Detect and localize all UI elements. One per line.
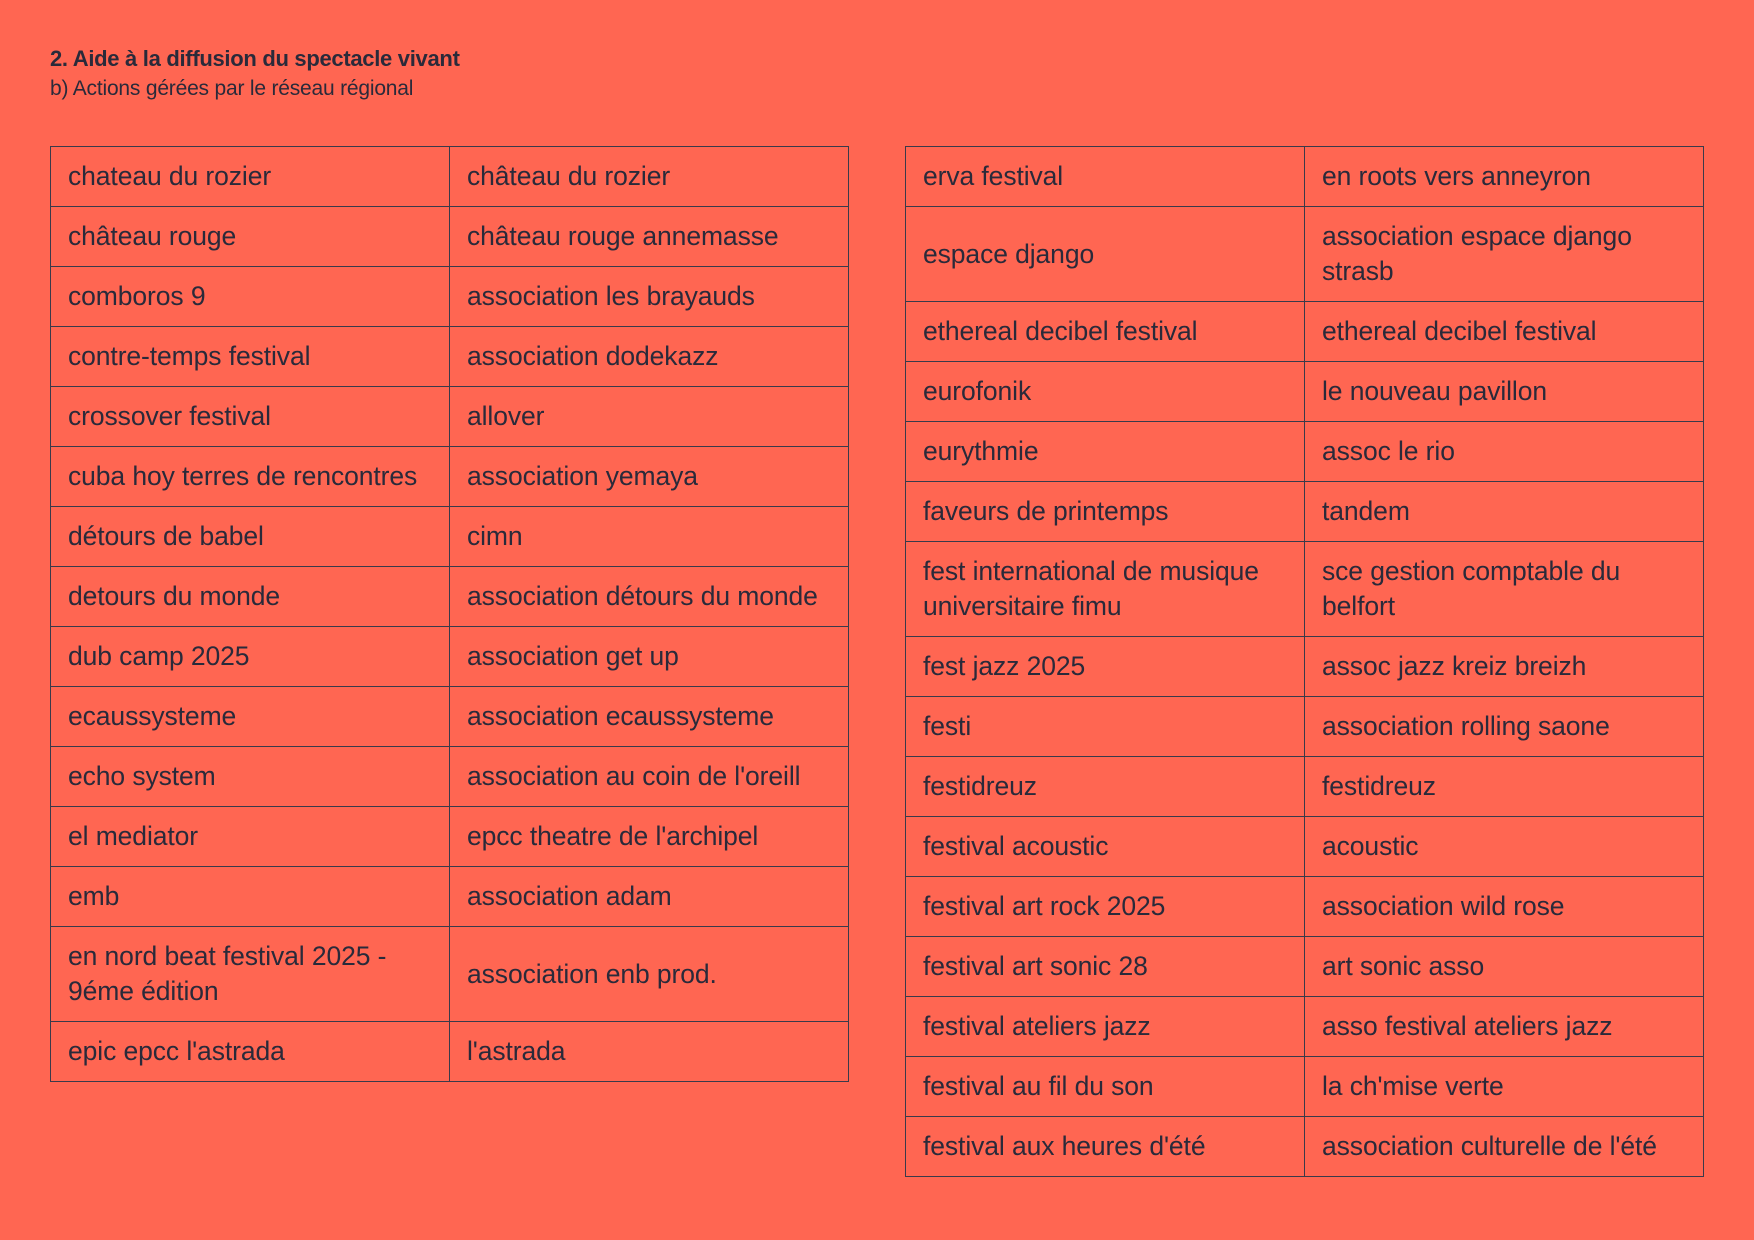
organisation-cell: château du rozier — [449, 146, 849, 207]
table-row: festival aux heures d'été association cul… — [905, 1116, 1704, 1177]
table-row: fest jazz 2025 assoc jazz kreiz breizh — [905, 636, 1704, 697]
beneficiaries-table-left: chateau du rozier château du rozier châte… — [50, 146, 849, 1082]
event-cell: en nord beat festival 2025 - 9éme éditio… — [50, 926, 450, 1022]
event-cell: festival aux heures d'été — [905, 1116, 1305, 1177]
organisation-cell: association wild rose — [1304, 876, 1704, 937]
table-row: crossover festival allover — [50, 386, 849, 447]
table-row: eurythmie assoc le rio — [905, 421, 1704, 482]
event-cell: cuba hoy terres de rencontres — [50, 446, 450, 507]
event-cell: ethereal decibel festival — [905, 301, 1305, 362]
table-row: epic epcc l'astrada l'astrada — [50, 1021, 849, 1082]
table-row: emb association adam — [50, 866, 849, 927]
event-cell: détours de babel — [50, 506, 450, 567]
organisation-cell: association get up — [449, 626, 849, 687]
table-row: comboros 9 association les brayauds — [50, 266, 849, 327]
beneficiaries-table-right: erva festival en roots vers anneyron espa… — [905, 146, 1704, 1177]
organisation-cell: château rouge annemasse — [449, 206, 849, 267]
event-cell: chateau du rozier — [50, 146, 450, 207]
table-row: el mediator epcc theatre de l'archipel — [50, 806, 849, 867]
event-cell: espace django — [905, 206, 1305, 302]
event-cell: festival ateliers jazz — [905, 996, 1305, 1057]
organisation-cell: sce gestion comptable du belfort — [1304, 541, 1704, 637]
event-cell: comboros 9 — [50, 266, 450, 327]
organisation-cell: en roots vers anneyron — [1304, 146, 1704, 207]
table-row: château rouge château rouge annemasse — [50, 206, 849, 267]
event-cell: festival art sonic 28 — [905, 936, 1305, 997]
table-row: festidreuz festidreuz — [905, 756, 1704, 817]
organisation-cell: cimn — [449, 506, 849, 567]
organisation-cell: association ecaussysteme — [449, 686, 849, 747]
organisation-cell: le nouveau pavillon — [1304, 361, 1704, 422]
organisation-cell: association enb prod. — [449, 926, 849, 1022]
organisation-cell: tandem — [1304, 481, 1704, 542]
event-cell: fest jazz 2025 — [905, 636, 1305, 697]
organisation-cell: association au coin de l'oreill — [449, 746, 849, 807]
organisation-cell: association dodekazz — [449, 326, 849, 387]
organisation-cell: association détours du monde — [449, 566, 849, 627]
event-cell: eurofonik — [905, 361, 1305, 422]
table-row: espace django association espace django s… — [905, 206, 1704, 302]
table-row: faveurs de printemps tandem — [905, 481, 1704, 542]
table-row: festival ateliers jazz asso festival atel… — [905, 996, 1704, 1057]
organisation-cell: acoustic — [1304, 816, 1704, 877]
event-cell: faveurs de printemps — [905, 481, 1305, 542]
table-row: en nord beat festival 2025 - 9éme éditio… — [50, 926, 849, 1022]
event-cell: emb — [50, 866, 450, 927]
organisation-cell: art sonic asso — [1304, 936, 1704, 997]
table-row: festival au fil du son la ch'mise verte — [905, 1056, 1704, 1117]
table-row: contre-temps festival association dodekaz… — [50, 326, 849, 387]
organisation-cell: association espace django strasb — [1304, 206, 1704, 302]
event-cell: festidreuz — [905, 756, 1305, 817]
organisation-cell: association les brayauds — [449, 266, 849, 327]
table-row: chateau du rozier château du rozier — [50, 146, 849, 207]
event-cell: echo system — [50, 746, 450, 807]
table-row: fest international de musique universita… — [905, 541, 1704, 637]
organisation-cell: association culturelle de l'été — [1304, 1116, 1704, 1177]
organisation-cell: l'astrada — [449, 1021, 849, 1082]
organisation-cell: assoc le rio — [1304, 421, 1704, 482]
table-row: festival acoustic acoustic — [905, 816, 1704, 877]
event-cell: epic epcc l'astrada — [50, 1021, 450, 1082]
table-row: festival art sonic 28 art sonic asso — [905, 936, 1704, 997]
event-cell: festival acoustic — [905, 816, 1305, 877]
event-cell: el mediator — [50, 806, 450, 867]
table-row: cuba hoy terres de rencontres association… — [50, 446, 849, 507]
organisation-cell: allover — [449, 386, 849, 447]
event-cell: contre-temps festival — [50, 326, 450, 387]
organisation-cell: la ch'mise verte — [1304, 1056, 1704, 1117]
event-cell: festival au fil du son — [905, 1056, 1305, 1117]
event-cell: château rouge — [50, 206, 450, 267]
event-cell: erva festival — [905, 146, 1305, 207]
page-header: 2. Aide à la diffusion du spectacle viva… — [50, 44, 460, 104]
event-cell: fest international de musique universita… — [905, 541, 1305, 637]
page-subtitle: b) Actions gérées par le réseau régional — [50, 77, 414, 100]
organisation-cell: association rolling saone — [1304, 696, 1704, 757]
page-title: 2. Aide à la diffusion du spectacle viva… — [50, 46, 460, 71]
event-cell: crossover festival — [50, 386, 450, 447]
table-row: dub camp 2025 association get up — [50, 626, 849, 687]
organisation-cell: epcc theatre de l'archipel — [449, 806, 849, 867]
event-cell: detours du monde — [50, 566, 450, 627]
table-row: eurofonik le nouveau pavillon — [905, 361, 1704, 422]
table-row: festi association rolling saone — [905, 696, 1704, 757]
event-cell: festival art rock 2025 — [905, 876, 1305, 937]
table-row: festival art rock 2025 association wild r… — [905, 876, 1704, 937]
organisation-cell: association adam — [449, 866, 849, 927]
table-row: ecaussysteme association ecaussysteme — [50, 686, 849, 747]
table-row: echo system association au coin de l'orei… — [50, 746, 849, 807]
organisation-cell: association yemaya — [449, 446, 849, 507]
event-cell: dub camp 2025 — [50, 626, 450, 687]
organisation-cell: festidreuz — [1304, 756, 1704, 817]
table-row: erva festival en roots vers anneyron — [905, 146, 1704, 207]
event-cell: eurythmie — [905, 421, 1305, 482]
table-row: detours du monde association détours du m… — [50, 566, 849, 627]
table-row: détours de babel cimn — [50, 506, 849, 567]
event-cell: ecaussysteme — [50, 686, 450, 747]
event-cell: festi — [905, 696, 1305, 757]
table-row: ethereal decibel festival ethereal decibe… — [905, 301, 1704, 362]
organisation-cell: ethereal decibel festival — [1304, 301, 1704, 362]
organisation-cell: assoc jazz kreiz breizh — [1304, 636, 1704, 697]
organisation-cell: asso festival ateliers jazz — [1304, 996, 1704, 1057]
